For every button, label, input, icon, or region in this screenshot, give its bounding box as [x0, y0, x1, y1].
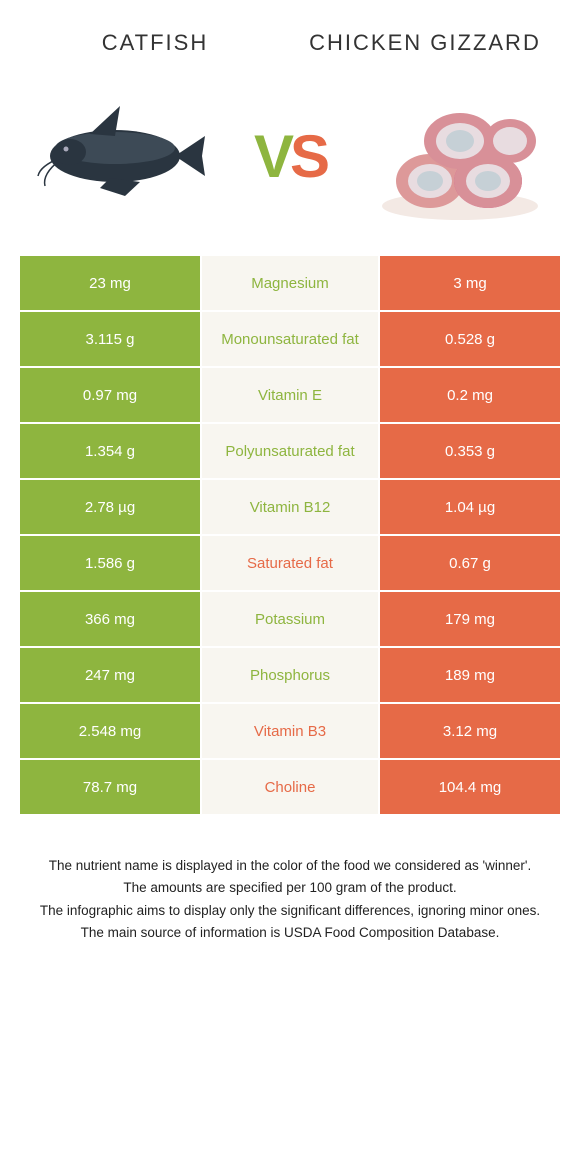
left-value: 247 mg	[20, 648, 200, 702]
table-row: 0.97 mgVitamin E0.2 mg	[20, 368, 560, 422]
gizzard-image	[370, 86, 550, 226]
table-row: 1.586 gSaturated fat0.67 g	[20, 536, 560, 590]
footer-notes: The nutrient name is displayed in the co…	[0, 816, 580, 965]
left-value: 78.7 mg	[20, 760, 200, 814]
left-value: 23 mg	[20, 256, 200, 310]
nutrient-name: Phosphorus	[202, 648, 378, 702]
nutrient-name: Vitamin E	[202, 368, 378, 422]
nutrient-name: Monounsaturated fat	[202, 312, 378, 366]
table-row: 23 mgMagnesium3 mg	[20, 256, 560, 310]
table-row: 247 mgPhosphorus189 mg	[20, 648, 560, 702]
nutrient-name: Saturated fat	[202, 536, 378, 590]
right-value: 0.528 g	[380, 312, 560, 366]
nutrient-name: Polyunsaturated fat	[202, 424, 378, 478]
right-value: 0.353 g	[380, 424, 560, 478]
nutrient-name: Vitamin B3	[202, 704, 378, 758]
images-row: VS	[0, 66, 580, 256]
table-row: 1.354 gPolyunsaturated fat0.353 g	[20, 424, 560, 478]
footer-line-4: The main source of information is USDA F…	[30, 923, 550, 943]
catfish-image	[30, 86, 210, 226]
right-value: 189 mg	[380, 648, 560, 702]
left-value: 1.586 g	[20, 536, 200, 590]
nutrient-name: Vitamin B12	[202, 480, 378, 534]
vs-label: VS	[254, 122, 326, 191]
right-value: 0.2 mg	[380, 368, 560, 422]
left-value: 0.97 mg	[20, 368, 200, 422]
vs-v: V	[254, 123, 290, 190]
right-value: 104.4 mg	[380, 760, 560, 814]
footer-line-3: The infographic aims to display only the…	[30, 901, 550, 921]
left-value: 1.354 g	[20, 424, 200, 478]
right-food-title: Chicken gizzard	[304, 30, 547, 56]
nutrient-name: Magnesium	[202, 256, 378, 310]
nutrient-name: Potassium	[202, 592, 378, 646]
left-value: 2.78 µg	[20, 480, 200, 534]
left-value: 366 mg	[20, 592, 200, 646]
right-value: 1.04 µg	[380, 480, 560, 534]
table-row: 3.115 gMonounsaturated fat0.528 g	[20, 312, 560, 366]
nutrient-name: Choline	[202, 760, 378, 814]
left-food-title: Catfish	[34, 30, 277, 56]
left-value: 2.548 mg	[20, 704, 200, 758]
footer-line-2: The amounts are specified per 100 gram o…	[30, 878, 550, 898]
table-row: 2.548 mgVitamin B33.12 mg	[20, 704, 560, 758]
left-value: 3.115 g	[20, 312, 200, 366]
table-row: 78.7 mgCholine104.4 mg	[20, 760, 560, 814]
vs-s: S	[290, 123, 326, 190]
header: Catfish Chicken gizzard	[0, 0, 580, 66]
right-value: 179 mg	[380, 592, 560, 646]
right-value: 3.12 mg	[380, 704, 560, 758]
table-row: 2.78 µgVitamin B121.04 µg	[20, 480, 560, 534]
table-row: 366 mgPotassium179 mg	[20, 592, 560, 646]
nutrition-table: 23 mgMagnesium3 mg3.115 gMonounsaturated…	[20, 256, 560, 814]
right-value: 0.67 g	[380, 536, 560, 590]
right-value: 3 mg	[380, 256, 560, 310]
footer-line-1: The nutrient name is displayed in the co…	[30, 856, 550, 876]
